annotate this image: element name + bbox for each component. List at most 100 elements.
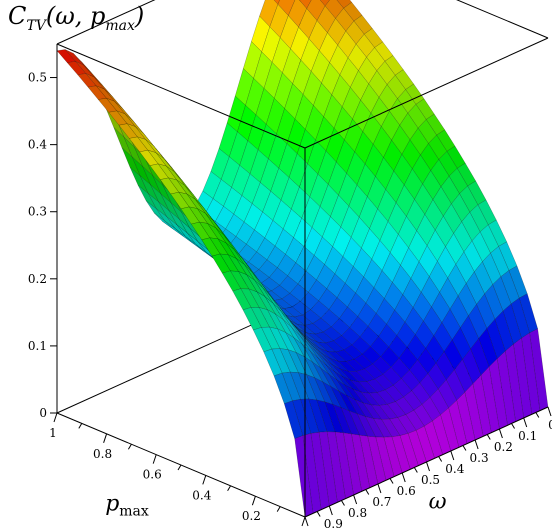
surface-patch bbox=[448, 167, 468, 195]
surface-patch bbox=[253, 51, 273, 89]
surface-patch bbox=[307, 139, 327, 175]
surface-patch bbox=[217, 238, 237, 260]
surface-patch bbox=[85, 73, 105, 90]
omega-tick-label: 0.2 bbox=[494, 440, 513, 454]
omega-minor-tick bbox=[341, 500, 345, 506]
surface-patch bbox=[278, 143, 298, 178]
surface-patch bbox=[398, 215, 417, 249]
pmax-tick-label: 1 bbox=[49, 426, 57, 440]
surface-patch bbox=[370, 96, 390, 127]
surface-patch bbox=[277, 0, 296, 17]
surface-patch bbox=[298, 328, 318, 343]
surface-patch bbox=[274, 228, 294, 255]
surface-patch bbox=[316, 5, 336, 34]
surface-patch bbox=[233, 249, 253, 273]
surface-patch bbox=[273, 0, 280, 5]
surface-patch bbox=[249, 149, 269, 183]
pmax-major-tick bbox=[152, 454, 157, 464]
surface-patch bbox=[400, 247, 420, 279]
surface-patch bbox=[350, 70, 369, 101]
surface-patch bbox=[447, 263, 467, 297]
omega-tick-label: 0.7 bbox=[372, 495, 391, 509]
omega-major-tick bbox=[304, 516, 309, 527]
surface-patch bbox=[201, 237, 221, 257]
omega-minor-tick bbox=[486, 434, 491, 440]
surface-patch bbox=[407, 103, 427, 129]
surface-patch bbox=[438, 150, 458, 177]
surface-patch bbox=[397, 414, 417, 434]
surface-patch bbox=[437, 379, 458, 409]
surface-patch bbox=[261, 26, 281, 63]
omega-tick-label: 0.4 bbox=[445, 462, 464, 476]
surface-patch bbox=[413, 404, 433, 427]
surface-patch bbox=[195, 243, 215, 260]
surface-patch bbox=[66, 61, 87, 76]
pmax-minor-tick bbox=[177, 464, 182, 471]
omega-axis-label: ω bbox=[429, 490, 447, 515]
omega-minor-tick bbox=[462, 445, 467, 451]
surface-patch bbox=[326, 273, 346, 299]
surface-patch bbox=[297, 270, 317, 293]
omega-major-tick bbox=[328, 505, 333, 516]
surface-mesh bbox=[56, 0, 549, 518]
box-edge bbox=[56, 0, 156, 45]
surface-patch bbox=[308, 20, 328, 52]
surface-patch bbox=[377, 188, 397, 222]
z-tick-label: 0.5 bbox=[28, 71, 47, 85]
pmax-tick-label: 0.4 bbox=[192, 488, 211, 502]
surface-patch bbox=[292, 399, 312, 436]
surface-patch bbox=[268, 133, 288, 169]
pmax-major-tick bbox=[251, 496, 256, 506]
surface-patch bbox=[500, 270, 520, 305]
surface-patch bbox=[186, 193, 206, 214]
surface-patch bbox=[375, 298, 396, 325]
surface-patch bbox=[320, 367, 340, 392]
surface-patch bbox=[170, 191, 190, 210]
surface-patch bbox=[323, 94, 343, 129]
z-tick-label: 0.4 bbox=[28, 138, 47, 152]
surface-patch bbox=[305, 374, 326, 403]
surface-patch bbox=[329, 358, 349, 372]
surface-patch bbox=[309, 173, 329, 208]
surface-patch bbox=[299, 163, 319, 198]
surface-patch bbox=[423, 306, 443, 337]
surface-patch bbox=[324, 0, 344, 19]
surface-patch bbox=[307, 343, 327, 366]
surface-patch bbox=[346, 151, 366, 186]
surface-patch bbox=[479, 224, 499, 254]
surface-patch bbox=[440, 175, 460, 205]
surface-patch bbox=[338, 172, 358, 207]
pmax-major-tick bbox=[202, 475, 207, 485]
surface-patch bbox=[313, 236, 334, 265]
surface-patch bbox=[342, 376, 362, 393]
surface-patch bbox=[263, 348, 283, 377]
surface-patch bbox=[266, 309, 287, 334]
surface-patch bbox=[378, 404, 399, 420]
surface-patch bbox=[288, 0, 307, 28]
surface-patch bbox=[425, 113, 446, 136]
surface-patch bbox=[409, 127, 429, 156]
surface-patch bbox=[324, 401, 344, 434]
omega-major-tick bbox=[353, 494, 358, 505]
surface-patch bbox=[408, 230, 428, 263]
pmax-minor-tick bbox=[276, 506, 281, 512]
surface-patch bbox=[382, 366, 402, 386]
surface-patch bbox=[336, 139, 355, 174]
surface-patch bbox=[326, 351, 347, 362]
surface-patch bbox=[417, 118, 437, 144]
surface-patch bbox=[104, 88, 123, 109]
surface-patch bbox=[292, 59, 312, 95]
surface-patch bbox=[155, 152, 175, 173]
omega-minor-tick bbox=[511, 423, 515, 429]
surface-patch bbox=[274, 72, 293, 109]
surface-patch bbox=[357, 302, 377, 327]
omega-major-tick bbox=[426, 461, 430, 472]
surface-patch bbox=[339, 57, 359, 88]
surface-patch bbox=[305, 255, 325, 281]
surface-patch bbox=[371, 240, 391, 272]
surface-patch bbox=[266, 245, 286, 269]
surface-patch bbox=[392, 264, 412, 296]
surface-patch bbox=[335, 349, 355, 362]
omega-minor-tick bbox=[389, 478, 394, 484]
omega-tick-label: 0.5 bbox=[421, 473, 440, 487]
